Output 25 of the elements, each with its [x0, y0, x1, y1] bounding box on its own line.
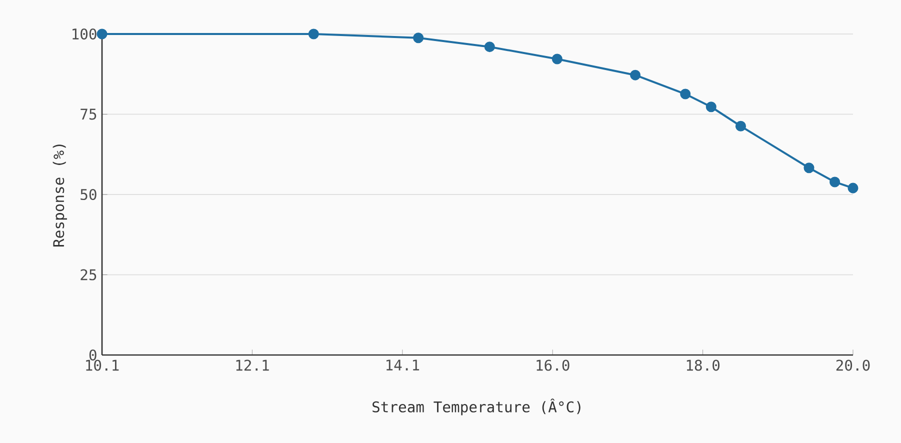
- x-tick-label: 18.0: [686, 360, 720, 371]
- x-tick-label: 20.0: [836, 360, 870, 371]
- x-axis-title: Stream Temperature (Â°C): [372, 398, 580, 416]
- point: [552, 54, 562, 64]
- x-tick-label: 10.1: [86, 360, 119, 371]
- point: [830, 176, 840, 188]
- x-tick-label: 16.0: [536, 360, 570, 371]
- y-tick-label: 0: [89, 349, 96, 361]
- y-axis-title: Response (%): [52, 144, 67, 246]
- point: [96, 28, 108, 40]
- x-tick-label: 14.1: [386, 360, 420, 370]
- y-tick-label: 50: [80, 188, 96, 200]
- y-tick-label: 75: [80, 108, 96, 120]
- point: [735, 120, 746, 132]
- x-tick-label: 12.1: [236, 360, 269, 371]
- point: [413, 32, 424, 44]
- point: [630, 70, 641, 80]
- point: [680, 88, 691, 100]
- point: [804, 162, 814, 174]
- point: [484, 42, 495, 52]
- y-tick-label: 25: [80, 269, 96, 280]
- y-tick-label: 100: [72, 28, 96, 40]
- point: [308, 28, 319, 40]
- point: [706, 102, 716, 112]
- point: [848, 182, 858, 194]
